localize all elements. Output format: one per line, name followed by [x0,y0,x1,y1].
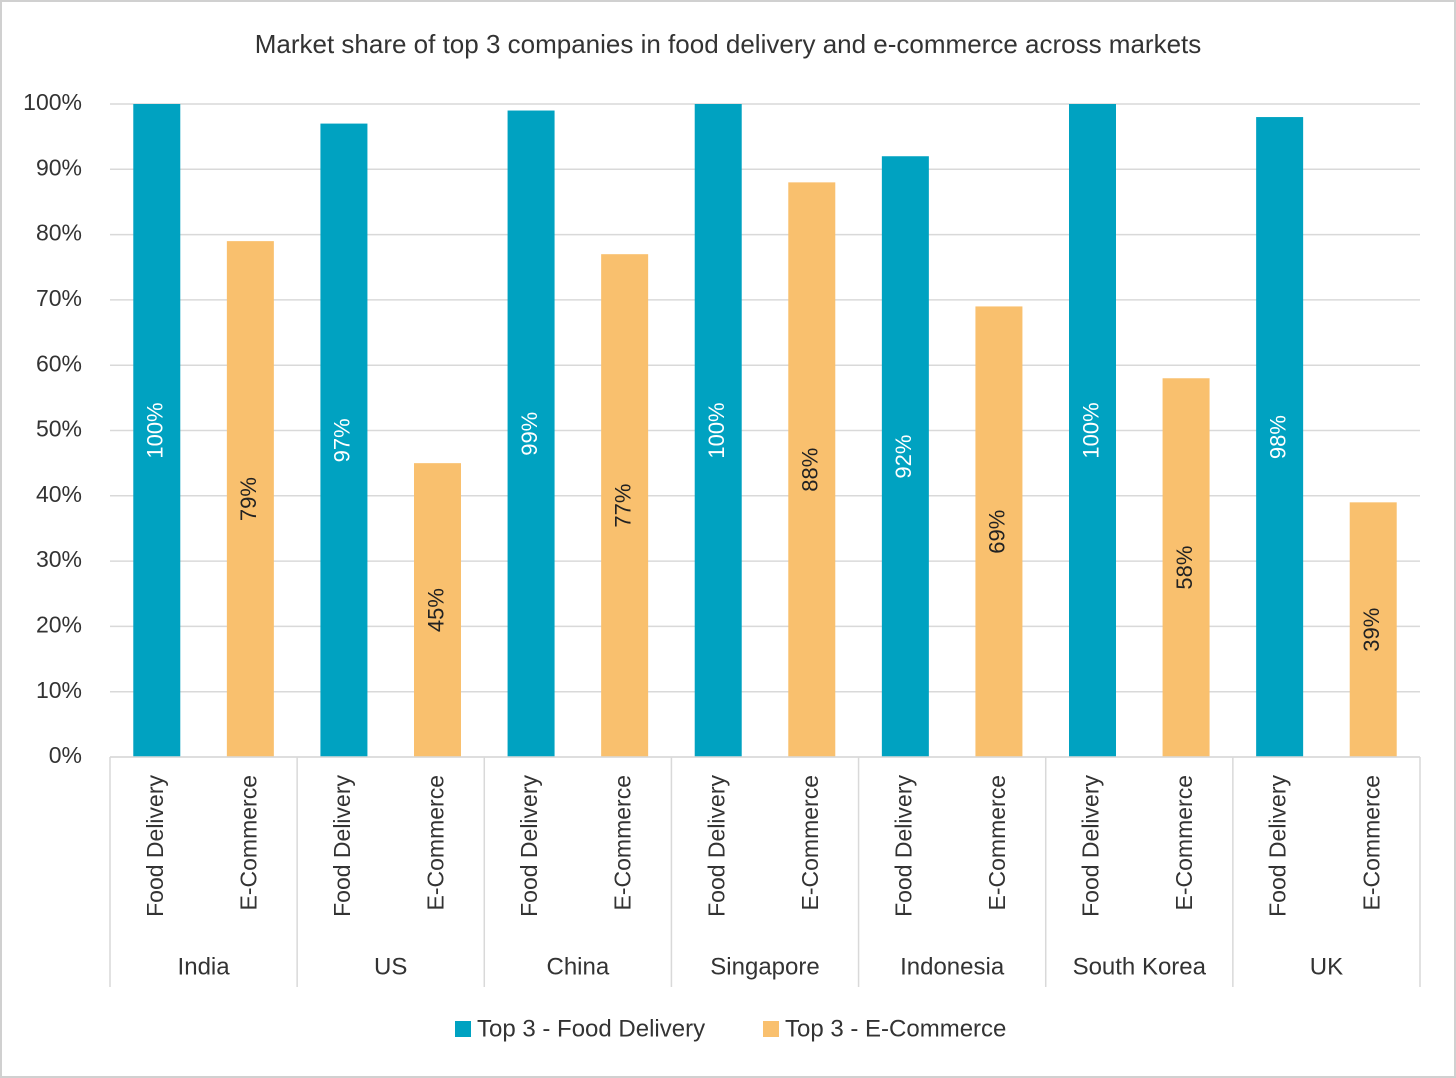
bar [1162,378,1210,757]
bar [975,306,1023,757]
y-tick-label: 60% [36,350,82,376]
y-tick-label: 100% [23,89,82,115]
bar [507,110,555,757]
bar [320,123,368,758]
value-label: 79% [236,477,261,521]
value-label: 98% [1265,415,1290,459]
group-label: India [178,953,231,980]
value-label: 92% [891,435,916,479]
y-tick-label: 20% [36,611,82,637]
y-tick-label: 70% [36,285,82,311]
x-tick-label: Food Delivery [1078,775,1104,917]
bar [788,182,836,758]
y-tick-label: 50% [36,416,82,442]
value-label: 39% [1359,608,1384,652]
y-tick-label: 40% [36,481,82,507]
y-tick-label: 10% [36,677,82,703]
x-tick-label: E-Commerce [423,775,449,910]
bar [133,104,181,757]
value-label: 99% [517,412,542,456]
bar [414,463,461,757]
x-tick-label: E-Commerce [797,775,823,910]
value-label: 97% [330,418,355,462]
y-tick-label: 90% [36,154,82,180]
x-tick-label: E-Commerce [1358,775,1384,910]
x-tick-label: Food Delivery [516,775,542,917]
bar [1349,502,1397,757]
x-tick-label: E-Commerce [984,775,1010,910]
x-tick-label: Food Delivery [890,775,916,917]
value-label: 69% [985,510,1010,554]
value-label: 100% [704,402,729,458]
group-label: Singapore [710,953,819,980]
group-label: China [546,953,609,980]
legend-swatch [763,1021,779,1037]
value-label: 58% [1172,546,1197,590]
bar [881,156,929,758]
legend-swatch [455,1021,471,1037]
value-label: 88% [798,448,823,492]
x-tick-label: Food Delivery [1265,775,1291,917]
chart-title: Market share of top 3 companies in food … [255,29,1202,59]
y-tick-label: 80% [36,220,82,246]
x-tick-label: E-Commerce [235,775,261,910]
y-tick-label: 0% [49,742,82,768]
y-tick-label: 30% [36,546,82,572]
x-tick-label: E-Commerce [610,775,636,910]
group-label: US [374,953,407,980]
value-label: 77% [610,484,635,528]
bar [694,104,742,757]
x-tick-label: Food Delivery [142,775,168,917]
group-label: Indonesia [900,953,1005,980]
value-label: 100% [1078,402,1103,458]
legend-label: Top 3 - E-Commerce [785,1015,1006,1042]
group-label: UK [1310,953,1343,980]
bar [601,254,649,757]
bar [1256,117,1304,757]
value-label: 45% [423,588,448,632]
group-label: South Korea [1073,953,1207,980]
value-label: 100% [143,402,168,458]
x-tick-label: E-Commerce [1171,775,1197,910]
bar [226,241,274,757]
legend-label: Top 3 - Food Delivery [477,1015,705,1042]
x-tick-label: Food Delivery [329,775,355,917]
x-tick-label: Food Delivery [703,775,729,917]
bar [1069,104,1116,757]
